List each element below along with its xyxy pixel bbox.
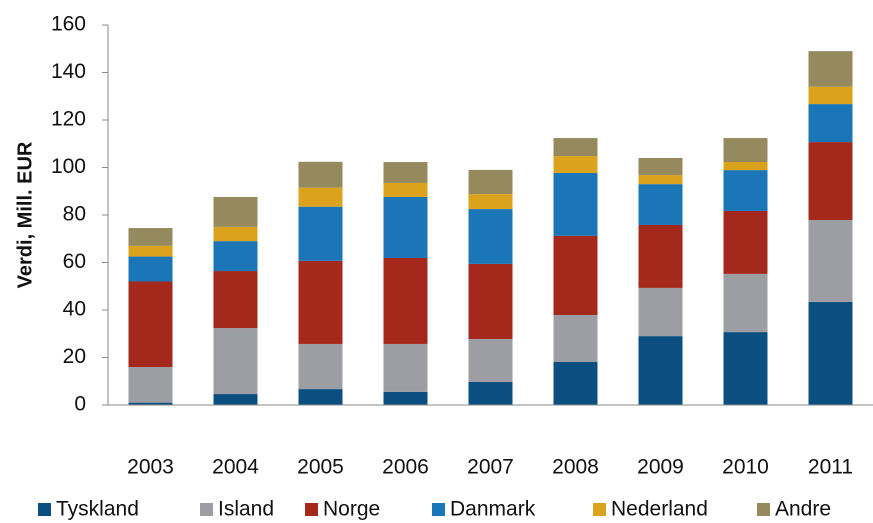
bar-segment	[298, 206, 343, 261]
bar-segment	[468, 263, 513, 339]
bar-segment	[808, 104, 853, 143]
x-tick-label: 2008	[552, 456, 599, 479]
bar-segment	[213, 196, 258, 227]
x-tick-label: 2004	[212, 456, 259, 479]
bar-segment	[638, 224, 683, 288]
y-tick-label: 20	[63, 345, 86, 368]
bar-segment	[213, 226, 258, 242]
bar-segment	[808, 51, 853, 87]
bar-segment	[638, 336, 683, 405]
bar-segment	[128, 367, 173, 403]
bar-segment	[383, 257, 428, 344]
bar-segment	[213, 328, 258, 395]
bar-segment	[128, 402, 173, 405]
bar-segment	[553, 314, 598, 363]
bar-segment	[723, 170, 768, 211]
y-tick-label: 160	[51, 13, 86, 36]
bar-segment	[383, 391, 428, 405]
bar-segment	[213, 394, 258, 405]
bar-segment	[298, 161, 343, 188]
x-tick-label: 2005	[297, 456, 344, 479]
bar-segment	[553, 235, 598, 315]
y-tick-label: 40	[63, 298, 86, 321]
bar-segment	[638, 287, 683, 337]
bar-segment	[723, 332, 768, 405]
bar-segment	[723, 162, 768, 171]
bar-segment	[808, 142, 853, 220]
legend-label: Tyskland	[56, 498, 139, 521]
bar-segment	[128, 281, 173, 367]
x-tick-label: 2006	[382, 456, 429, 479]
x-tick-label: 2011	[808, 456, 853, 479]
bar-segment	[128, 228, 173, 246]
legend-label: Nederland	[611, 498, 708, 521]
y-tick-label: 60	[63, 250, 86, 273]
bar-segment	[213, 271, 258, 329]
bar-segment	[638, 158, 683, 176]
bar-segment	[723, 210, 768, 274]
bar-segment	[383, 162, 428, 183]
bar-segment	[638, 175, 683, 185]
legend-label: Andre	[775, 498, 831, 521]
bar-segment	[468, 338, 513, 382]
legend-swatch	[305, 503, 318, 516]
bar-segment	[383, 182, 428, 197]
bar-segment	[808, 86, 853, 105]
legend-label: Island	[218, 498, 274, 521]
bar-segment	[723, 273, 768, 333]
x-tick-label: 2009	[637, 456, 684, 479]
bar-segment	[128, 256, 173, 282]
bar-segment	[468, 169, 513, 195]
legend-label: Norge	[323, 498, 380, 521]
bar-segment	[553, 172, 598, 236]
bar-segment	[213, 241, 258, 272]
x-tick-label: 2003	[127, 456, 174, 479]
y-tick-label: 140	[51, 60, 86, 83]
y-tick-label: 100	[51, 155, 86, 178]
legend-swatch	[200, 503, 213, 516]
bar-segment	[468, 209, 513, 264]
y-axis-title: Verdi, Mill. EUR	[14, 141, 36, 288]
x-tick-label: 2010	[722, 456, 769, 479]
bar-segment	[383, 196, 428, 258]
bar-segment	[298, 260, 343, 344]
y-tick-label: 120	[51, 108, 86, 131]
bar-segment	[553, 362, 598, 405]
legend-swatch	[432, 503, 445, 516]
bar-segment	[468, 381, 513, 405]
bar-segment	[808, 301, 853, 405]
bar-segment	[383, 343, 428, 392]
y-tick-label: 0	[74, 393, 86, 416]
legend-swatch	[593, 503, 606, 516]
bar-segment	[553, 138, 598, 157]
bar-segment	[298, 389, 343, 405]
bar-segment	[723, 138, 768, 163]
legend-swatch	[38, 503, 51, 516]
bar-segment	[298, 187, 343, 207]
bar-segment	[638, 184, 683, 225]
bar-segment	[298, 343, 343, 390]
bar-segment	[808, 219, 853, 302]
legend-label: Danmark	[450, 498, 536, 521]
y-tick-label: 80	[63, 203, 86, 226]
bar-segment	[468, 194, 513, 210]
legend-swatch	[757, 503, 770, 516]
bar-segment	[553, 156, 598, 173]
bar-segment	[128, 245, 173, 257]
x-tick-label: 2007	[467, 456, 514, 479]
